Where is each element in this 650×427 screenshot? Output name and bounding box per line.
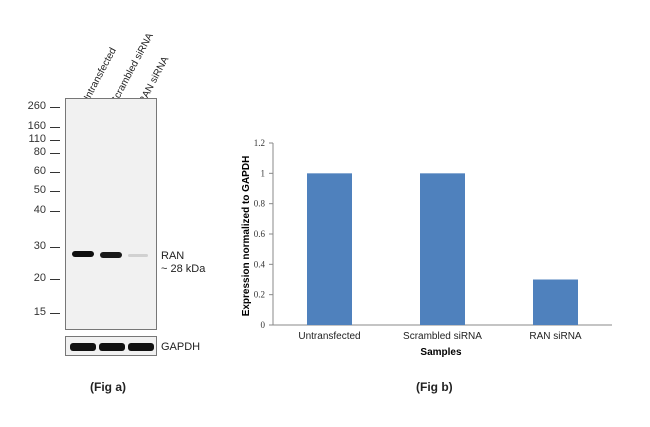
mw-tick-20 bbox=[50, 279, 60, 280]
gapdh-label: GAPDH bbox=[161, 341, 201, 353]
x-tick-label: Scrambled siRNA bbox=[403, 331, 482, 342]
gapdh-band-scrambled-sirna bbox=[99, 343, 125, 351]
ran-band-ran-sirna bbox=[128, 254, 148, 257]
x-tick-label: Untransfected bbox=[298, 331, 360, 342]
ran-band-size-label: ~ 28 kDa bbox=[161, 263, 206, 275]
y-tick-label: 1.2 bbox=[254, 138, 265, 148]
bar-untransfected bbox=[307, 173, 352, 325]
x-tick-label: RAN siRNA bbox=[529, 331, 582, 342]
bar-ran-sirna bbox=[533, 279, 578, 325]
mw-marker-30: 30 bbox=[33, 240, 46, 252]
y-tick-label: 0.4 bbox=[254, 259, 266, 269]
gapdh-band-untransfected bbox=[70, 343, 96, 351]
mw-tick-50 bbox=[50, 191, 60, 192]
mw-tick-80 bbox=[50, 153, 60, 154]
x-axis-label: Samples bbox=[420, 347, 462, 358]
y-tick-label: 0 bbox=[261, 320, 266, 330]
fig-a-caption: (Fig a) bbox=[90, 380, 126, 394]
y-axis-label: Expression normalized to GAPDH bbox=[241, 156, 252, 317]
y-tick-label: 0.8 bbox=[254, 199, 266, 209]
mw-tick-30 bbox=[50, 247, 60, 248]
mw-marker-50: 50 bbox=[33, 184, 46, 196]
mw-marker-60: 60 bbox=[33, 165, 46, 177]
y-axis-ticks: 0 0.2 0.4 0.6 0.8 1 1.2 bbox=[254, 138, 273, 330]
mw-tick-15 bbox=[50, 313, 60, 314]
mw-marker-260: 260 bbox=[27, 100, 46, 112]
mw-marker-20: 20 bbox=[33, 272, 46, 284]
mw-tick-110 bbox=[50, 140, 60, 141]
mw-tick-40 bbox=[50, 211, 60, 212]
ran-band-scrambled-sirna bbox=[100, 252, 122, 258]
bar-scrambled-sirna bbox=[420, 173, 465, 325]
mw-marker-40: 40 bbox=[33, 204, 46, 216]
fig-b-caption: (Fig b) bbox=[416, 380, 453, 394]
ran-band-untransfected bbox=[72, 251, 94, 257]
mw-tick-260 bbox=[50, 107, 60, 108]
ran-band-label: RAN bbox=[161, 250, 185, 262]
mw-tick-60 bbox=[50, 172, 60, 173]
mw-marker-110: 110 bbox=[28, 133, 46, 145]
mw-tick-160 bbox=[50, 127, 60, 128]
y-tick-label: 0.2 bbox=[254, 290, 265, 300]
gapdh-band-ran-sirna bbox=[128, 343, 154, 351]
y-tick-label: 0.6 bbox=[254, 229, 266, 239]
x-axis-ticks: Untransfected Scrambled siRNA RAN siRNA bbox=[298, 331, 582, 342]
blot-panel bbox=[65, 98, 157, 330]
gapdh-blot-panel bbox=[65, 336, 157, 356]
mw-marker-80: 80 bbox=[33, 146, 46, 158]
y-tick-label: 1 bbox=[261, 168, 266, 178]
mw-marker-160: 160 bbox=[27, 120, 46, 132]
mw-marker-15: 15 bbox=[33, 306, 46, 318]
chart-bars bbox=[307, 173, 578, 325]
